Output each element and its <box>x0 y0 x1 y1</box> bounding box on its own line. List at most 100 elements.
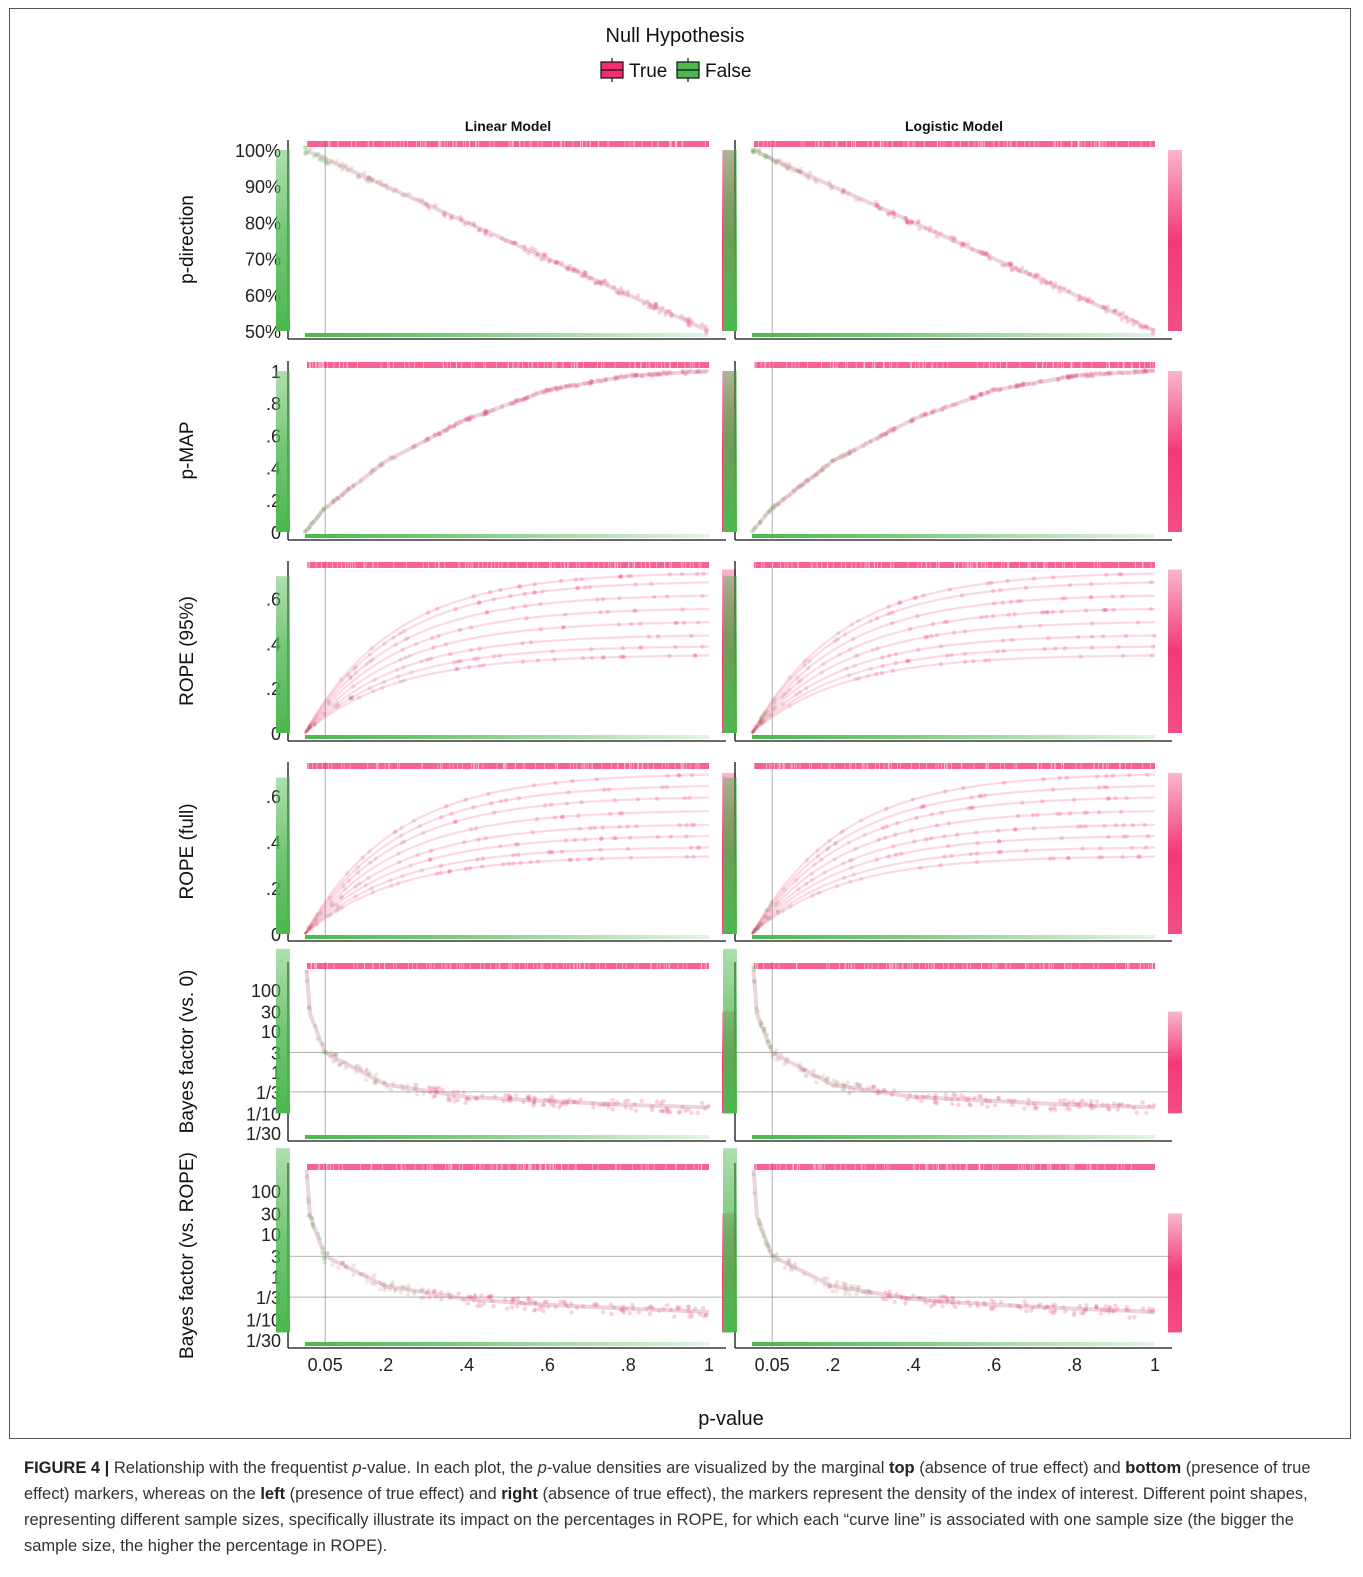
sample-size-curve <box>304 855 710 935</box>
data-point <box>391 635 396 640</box>
data-point <box>775 909 781 915</box>
data-point <box>876 837 882 843</box>
data-point <box>484 610 490 615</box>
data-point <box>483 411 488 416</box>
data-point <box>923 226 928 231</box>
data-point <box>1090 374 1095 379</box>
data-point <box>927 1298 933 1303</box>
relationship-curve <box>303 369 710 534</box>
data-point <box>1042 1306 1047 1311</box>
data-point <box>339 161 345 166</box>
data-point <box>438 815 444 820</box>
data-point <box>579 800 584 805</box>
data-point <box>766 916 771 922</box>
figure-svg: Null Hypothesis True False Linear Model … <box>177 25 1182 1430</box>
data-point <box>400 873 405 879</box>
data-point <box>1000 638 1006 643</box>
data-point <box>602 278 607 284</box>
data-point <box>328 912 334 917</box>
data-point <box>447 424 453 429</box>
data-point <box>855 1082 860 1087</box>
data-point <box>598 279 603 284</box>
data-point <box>648 304 654 309</box>
bottom-marginal-rug <box>752 534 1155 538</box>
data-point <box>1150 331 1155 336</box>
data-point <box>554 259 559 265</box>
data-point <box>989 1306 994 1312</box>
data-point <box>602 278 607 283</box>
data-point <box>835 637 840 642</box>
y-tick-label: 1 <box>271 1063 281 1083</box>
data-point <box>870 647 876 653</box>
data-point <box>1065 373 1070 379</box>
data-point <box>772 1258 777 1264</box>
data-point <box>306 727 311 732</box>
data-point <box>1052 646 1058 651</box>
data-point <box>882 1088 887 1093</box>
data-point <box>1076 634 1081 640</box>
data-point <box>879 670 885 676</box>
data-point <box>1099 1307 1105 1312</box>
sample-size-curve <box>304 645 710 734</box>
data-point <box>629 1106 634 1111</box>
data-point <box>346 486 351 491</box>
data-point <box>779 1051 784 1057</box>
data-point <box>614 375 620 380</box>
data-point <box>463 866 469 871</box>
data-point <box>751 929 757 935</box>
data-point <box>478 1303 483 1309</box>
data-point <box>491 597 497 602</box>
data-point <box>769 900 774 905</box>
data-point <box>660 305 665 310</box>
data-point <box>1085 373 1091 379</box>
data-point <box>857 197 862 203</box>
scatter-series <box>304 571 706 734</box>
data-point <box>564 383 569 389</box>
data-point <box>597 281 603 287</box>
data-point <box>440 1087 446 1093</box>
data-point <box>1101 371 1107 377</box>
data-point <box>626 573 631 579</box>
data-point <box>977 249 982 254</box>
data-point <box>353 1064 358 1070</box>
data-point <box>1060 374 1065 380</box>
data-point <box>922 1094 928 1100</box>
data-point <box>801 1068 807 1073</box>
data-point <box>617 291 622 297</box>
data-point <box>308 521 313 527</box>
data-point <box>764 914 770 920</box>
data-point <box>512 399 518 404</box>
data-point <box>331 1052 336 1057</box>
data-point <box>1077 1303 1082 1309</box>
right-marginal-density <box>1168 1011 1182 1114</box>
data-point <box>664 1303 670 1308</box>
data-point <box>987 256 992 262</box>
data-point <box>1130 822 1136 828</box>
data-point <box>664 1108 670 1114</box>
data-point <box>477 663 482 668</box>
data-point <box>998 386 1003 392</box>
data-point <box>666 370 671 375</box>
data-point <box>484 409 489 414</box>
data-point <box>633 1108 639 1113</box>
data-point <box>847 1292 852 1297</box>
data-point <box>1024 1302 1029 1308</box>
data-point <box>515 1303 520 1309</box>
data-point <box>981 1300 987 1305</box>
data-point <box>780 908 786 914</box>
data-point <box>1052 1302 1058 1307</box>
data-point <box>894 852 899 858</box>
data-point <box>842 875 847 880</box>
data-point <box>1120 310 1126 316</box>
data-point <box>1015 267 1021 273</box>
data-point <box>1005 578 1010 584</box>
data-point <box>652 371 657 376</box>
data-point <box>625 293 631 298</box>
data-point <box>1105 796 1111 801</box>
data-point <box>780 702 786 707</box>
data-point <box>548 388 553 393</box>
data-point <box>880 431 886 437</box>
data-point <box>874 203 879 208</box>
panel-row-2: ROPE (95%) .6.4.20 <box>177 561 1182 744</box>
data-point <box>771 159 777 164</box>
